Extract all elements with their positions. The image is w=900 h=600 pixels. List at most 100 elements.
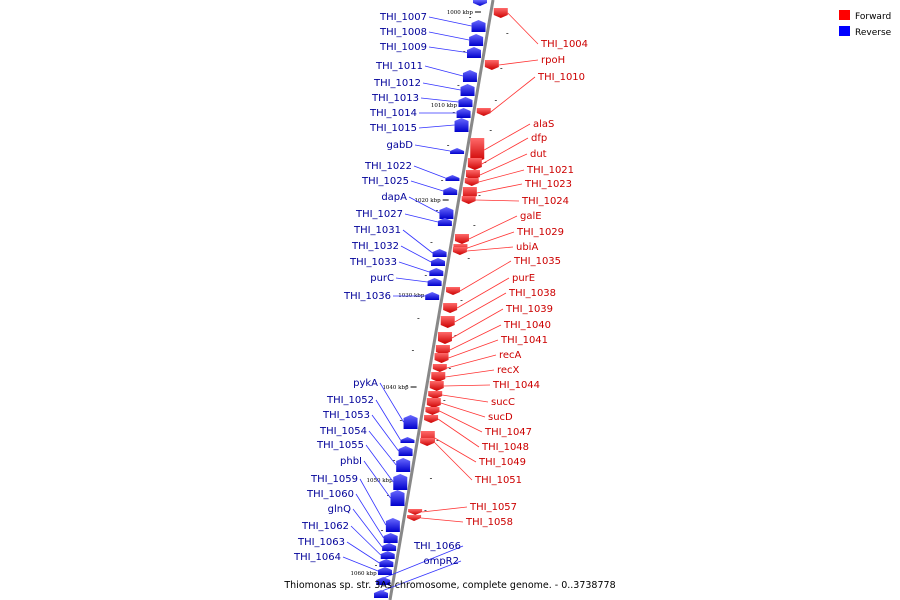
- gene-label-THI_1031[interactable]: THI_1031: [353, 225, 401, 236]
- gene-label-THI_1007[interactable]: THI_1007: [379, 12, 427, 23]
- gene-label-THI_1035[interactable]: THI_1035: [513, 256, 561, 267]
- reverse-gene-THI_1032[interactable]: [431, 258, 446, 266]
- reverse-gene-THI_1031[interactable]: [432, 249, 447, 257]
- gene-label-THI_1060[interactable]: THI_1060: [306, 489, 354, 500]
- gene-label-THI_1013[interactable]: THI_1013: [371, 93, 419, 104]
- forward-gene-recX[interactable]: [431, 372, 446, 382]
- reverse-gene-THI_1055[interactable]: [393, 474, 408, 490]
- gene-label-gabD[interactable]: gabD: [386, 140, 413, 151]
- gene-label-galE[interactable]: galE: [520, 211, 542, 222]
- gene-label-THI_1064[interactable]: THI_1064: [293, 552, 341, 563]
- forward-gene-alaS[interactable]: [470, 138, 485, 162]
- gene-label-rpoH[interactable]: rpoH: [541, 55, 565, 66]
- reverse-gene-THI_1008[interactable]: [469, 34, 484, 46]
- gene-label-dfp[interactable]: dfp: [531, 133, 547, 144]
- gene-label-THI_1066[interactable]: THI_1066: [413, 541, 461, 552]
- forward-gene-THI_1048[interactable]: [424, 415, 439, 423]
- reverse-gene-THI_1025[interactable]: [443, 187, 458, 195]
- forward-gene-THI_1035[interactable]: [446, 287, 461, 295]
- reverse-gene-THI_1033[interactable]: [429, 268, 444, 276]
- forward-gene-THI_1038[interactable]: [440, 316, 455, 328]
- gene-label-THI_1012[interactable]: THI_1012: [373, 78, 421, 89]
- gene-label-THI_1048[interactable]: THI_1048: [481, 442, 529, 453]
- forward-gene-THI_1039[interactable]: [437, 332, 452, 344]
- gene-label-ompR2[interactable]: ompR2: [423, 556, 459, 567]
- gene-label-THI_1044[interactable]: THI_1044: [492, 380, 540, 391]
- reverse-gene-THI_1052[interactable]: [400, 437, 415, 443]
- gene-label-THI_1025[interactable]: THI_1025: [361, 176, 409, 187]
- reverse-gene-gabD[interactable]: [450, 148, 465, 154]
- forward-gene-dut[interactable]: [465, 170, 480, 180]
- gene-label-THI_1053[interactable]: THI_1053: [322, 410, 370, 421]
- reverse-gene-THI_1054[interactable]: [396, 458, 411, 472]
- gene-label-THI_1009[interactable]: THI_1009: [379, 42, 427, 53]
- reverse-gene-THI_1022[interactable]: [445, 175, 460, 181]
- gene-label-purE[interactable]: purE: [512, 273, 535, 284]
- gene-label-THI_1054[interactable]: THI_1054: [319, 426, 367, 437]
- forward-gene-THI_1044[interactable]: [429, 381, 444, 391]
- forward-gene-THI_1058[interactable]: [407, 515, 422, 521]
- reverse-gene-THI_1007[interactable]: [471, 20, 486, 32]
- gene-label-THI_1049[interactable]: THI_1049: [478, 457, 526, 468]
- gene-label-THI_1022[interactable]: THI_1022: [364, 161, 412, 172]
- gene-label-THI_1033[interactable]: THI_1033: [349, 257, 397, 268]
- forward-gene-recA[interactable]: [432, 364, 447, 372]
- gene-label-dapA[interactable]: dapA: [381, 192, 407, 203]
- reverse-gene-THI_1009[interactable]: [466, 47, 481, 58]
- gene-label-THI_1038[interactable]: THI_1038: [508, 288, 556, 299]
- gene-label-phbI[interactable]: phbI: [340, 456, 362, 467]
- forward-gene-THI_1004[interactable]: [493, 8, 508, 18]
- gene-label-THI_1015[interactable]: THI_1015: [369, 123, 417, 134]
- gene-label-THI_1047[interactable]: THI_1047: [484, 427, 532, 438]
- gene-label-glnQ[interactable]: glnQ: [328, 504, 351, 515]
- gene-label-THI_1027[interactable]: THI_1027: [355, 209, 403, 220]
- forward-gene-THI_1051[interactable]: [420, 438, 435, 446]
- forward-gene-THI_1021[interactable]: [464, 178, 479, 186]
- forward-gene-ubiA[interactable]: [452, 247, 467, 255]
- forward-gene-THI_1010[interactable]: [476, 108, 491, 116]
- gene-label-recA[interactable]: recA: [499, 350, 522, 361]
- reverse-gene-THI_1013[interactable]: [458, 97, 473, 107]
- gene-label-alaS[interactable]: alaS: [533, 119, 554, 130]
- gene-label-THI_1021[interactable]: THI_1021: [526, 165, 574, 176]
- gene-label-THI_1062[interactable]: THI_1062: [301, 521, 349, 532]
- gene-label-purC[interactable]: purC: [370, 273, 394, 284]
- reverse-gene-THI_1059[interactable]: [385, 518, 400, 532]
- reverse-gene-THI_1027[interactable]: [437, 218, 452, 226]
- forward-gene-sucC[interactable]: [428, 391, 443, 399]
- gene-label-recX[interactable]: recX: [497, 365, 520, 376]
- reverse-gene-THI_1014[interactable]: [456, 108, 471, 118]
- reverse-gene-THI_1053[interactable]: [398, 446, 413, 456]
- reverse-gene-THI_1060[interactable]: [383, 533, 398, 543]
- gene-label-THI_1052[interactable]: THI_1052: [326, 395, 374, 406]
- gene-label-THI_1010[interactable]: THI_1010: [537, 72, 585, 83]
- forward-gene-galE[interactable]: [454, 234, 469, 244]
- gene-label-THI_1063[interactable]: THI_1063: [297, 537, 345, 548]
- forward-gene-rpoH[interactable]: [484, 60, 499, 70]
- reverse-gene-THI_1066[interactable]: [376, 577, 391, 585]
- reverse-gene-ompR2[interactable]: [374, 590, 389, 598]
- gene-label-THI_1014[interactable]: THI_1014: [369, 108, 417, 119]
- forward-gene-purE[interactable]: [443, 303, 458, 313]
- reverse-gene-purC[interactable]: [427, 278, 442, 286]
- gene-label-THI_1039[interactable]: THI_1039: [505, 304, 553, 315]
- gene-label-dut[interactable]: dut: [530, 149, 547, 160]
- reverse-gene-THI_1012[interactable]: [460, 84, 475, 96]
- gene-label-THI_1011[interactable]: THI_1011: [375, 61, 423, 72]
- forward-gene-THI_1041[interactable]: [434, 353, 449, 363]
- gene-label-THI_1032[interactable]: THI_1032: [351, 241, 399, 252]
- reverse-gene-THI_1064[interactable]: [377, 567, 392, 575]
- gene-label-sucC[interactable]: sucC: [491, 397, 515, 408]
- forward-gene-THI_1024[interactable]: [461, 196, 476, 204]
- reverse-gene-pykA[interactable]: [403, 415, 418, 429]
- forward-gene-THI_1057[interactable]: [408, 509, 423, 515]
- gene-label-THI_1051[interactable]: THI_1051: [474, 475, 522, 486]
- gene-label-THI_1059[interactable]: THI_1059: [310, 474, 358, 485]
- gene-label-THI_1057[interactable]: THI_1057: [469, 502, 517, 513]
- reverse-gene-THI_1011[interactable]: [462, 70, 477, 82]
- gene-label-THI_1029[interactable]: THI_1029: [516, 227, 564, 238]
- gene-label-THI_1036[interactable]: THI_1036: [343, 291, 391, 302]
- gene-label-THI_1041[interactable]: THI_1041: [500, 335, 548, 346]
- reverse-gene-THI_1063[interactable]: [379, 559, 394, 567]
- forward-gene-THI_1047[interactable]: [425, 407, 440, 415]
